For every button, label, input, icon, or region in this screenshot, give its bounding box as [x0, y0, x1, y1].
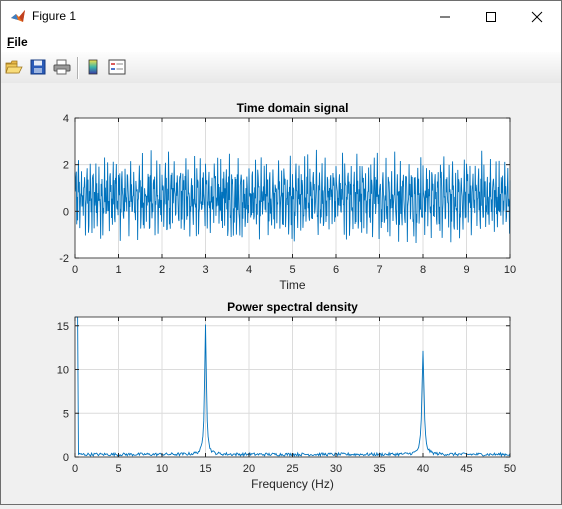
psd-plot-xtick-label: 50: [504, 463, 516, 475]
time-plot-ytick-label: 0: [63, 206, 69, 218]
time-plot-xtick-label: 6: [333, 264, 339, 276]
psd-plot-xtick-label: 25: [286, 463, 298, 475]
time-plot-xtick-label: 2: [159, 264, 165, 276]
window-title: Figure 1: [32, 9, 77, 23]
psd-plot-xlabel: Frequency (Hz): [251, 477, 334, 491]
save-button[interactable]: [28, 57, 48, 77]
time-plot-xtick-label: 5: [289, 264, 295, 276]
open-button[interactable]: [4, 57, 24, 77]
maximize-icon: [486, 11, 496, 22]
maximize-button[interactable]: [468, 1, 514, 32]
time-plot-ytick-label: 2: [63, 160, 69, 172]
menu-file-mnemonic: F: [7, 35, 15, 49]
insert-legend-button[interactable]: [107, 57, 127, 77]
print-icon: [53, 59, 71, 75]
figure-canvas: 0 1 2 3 4 5 6 7 8 9 10 -2 0 2 4 Time domain signal Time 0…: [1, 83, 561, 504]
psd-plot-ytick-label: 0: [63, 452, 69, 464]
psd-plot-xtick-label: 40: [417, 463, 429, 475]
time-plot-ytick-label: -2: [59, 253, 69, 265]
time-plot-series-line: [74, 149, 511, 244]
psd-plot-xtick-label: 45: [460, 463, 472, 475]
open-folder-icon: [5, 60, 23, 74]
toolbar: [1, 52, 561, 84]
minimize-button[interactable]: [422, 1, 468, 32]
time-plot-xtick-label: 4: [246, 264, 252, 276]
psd-plot-xtick-label: 15: [199, 463, 211, 475]
time-plot-ytick-label: 4: [63, 113, 69, 125]
psd-plot-xtick-label: 30: [330, 463, 342, 475]
time-plot-xtick-label: 1: [115, 264, 121, 276]
menu-file-rest: ile: [14, 35, 28, 49]
time-plot-xtick-label: 3: [202, 264, 208, 276]
insert-colorbar-button[interactable]: [83, 57, 103, 77]
matlab-logo-icon: [11, 10, 25, 22]
time-plot-xtick-label: 0: [72, 264, 78, 276]
psd-plot-xtick-label: 5: [115, 463, 121, 475]
menu-file[interactable]: File: [7, 35, 28, 49]
save-icon: [30, 59, 46, 75]
close-icon: [531, 11, 543, 22]
time-plot-title: Time domain signal: [237, 101, 349, 115]
title-bar[interactable]: Figure 1: [1, 1, 561, 32]
close-button[interactable]: [514, 1, 560, 32]
print-button[interactable]: [52, 57, 72, 77]
toolbar-separator: [77, 57, 79, 79]
psd-plot: 0 5 10 15 20 25 30 35 40 45 50 0 5 10 15 Power spectral…: [57, 300, 516, 491]
psd-plot-ytick-label: 5: [63, 408, 69, 420]
psd-plot-title: Power spectral density: [227, 300, 358, 314]
psd-plot-xtick-label: 0: [72, 463, 78, 475]
time-plot-xtick-label: 10: [504, 264, 516, 276]
minimize-icon: [440, 16, 450, 17]
time-plot-xlabel: Time: [279, 278, 306, 292]
time-plot-xtick-label: 7: [376, 264, 382, 276]
psd-plot-xtick-label: 20: [243, 463, 255, 475]
colorbar-icon: [88, 59, 98, 75]
legend-icon: [108, 59, 126, 75]
psd-plot-ytick-label: 15: [57, 321, 69, 333]
psd-plot-xtick-label: 10: [156, 463, 168, 475]
psd-plot-ytick-label: 10: [57, 365, 69, 377]
time-plot-xtick-label: 8: [420, 264, 426, 276]
psd-plot-xtick-label: 35: [373, 463, 385, 475]
menu-bar: File: [1, 32, 561, 52]
time-plot-xtick-label: 9: [463, 264, 469, 276]
